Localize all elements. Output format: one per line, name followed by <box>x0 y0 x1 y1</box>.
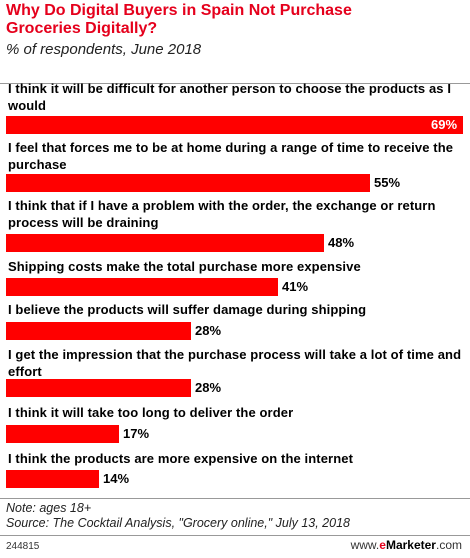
bar <box>6 174 370 192</box>
category-label: I think the products are more expensive … <box>8 451 354 466</box>
data-label: 41% <box>282 279 309 294</box>
bar <box>6 116 463 134</box>
category-label: I get the impression that the purchase p… <box>8 347 462 379</box>
chart-subtitle: % of respondents, June 2018 <box>6 41 202 58</box>
bar <box>6 322 191 340</box>
data-label: 17% <box>123 426 150 441</box>
note: Note: ages 18+ <box>6 501 92 515</box>
category-label: Shipping costs make the total purchase m… <box>8 259 361 274</box>
category-label: I think it will take too long to deliver… <box>8 405 294 420</box>
footer-divider <box>0 535 470 536</box>
bar <box>6 379 191 397</box>
chart-title: Why Do Digital Buyers in Spain Not Purch… <box>6 2 352 37</box>
category-label: I think it will be difficult for another… <box>8 81 452 113</box>
data-label: 48% <box>328 235 355 250</box>
data-label: 69% <box>431 117 458 132</box>
category-label: I feel that forces me to be at home duri… <box>8 140 454 172</box>
bottom-divider <box>0 498 470 499</box>
top-divider <box>0 83 470 84</box>
category-label: I believe the products will suffer damag… <box>8 302 367 317</box>
brand-logo: www.eMarketer.com <box>350 538 462 552</box>
chart-id: 244815 <box>6 541 40 552</box>
bar <box>6 470 99 488</box>
data-label: 28% <box>195 323 222 338</box>
bar <box>6 234 324 252</box>
data-label: 28% <box>195 380 222 395</box>
bar <box>6 425 119 443</box>
source: Source: The Cocktail Analysis, "Grocery … <box>6 516 350 530</box>
category-label: I think that if I have a problem with th… <box>8 198 436 230</box>
data-label: 55% <box>374 175 401 190</box>
bar <box>6 278 278 296</box>
data-label: 14% <box>103 471 130 486</box>
